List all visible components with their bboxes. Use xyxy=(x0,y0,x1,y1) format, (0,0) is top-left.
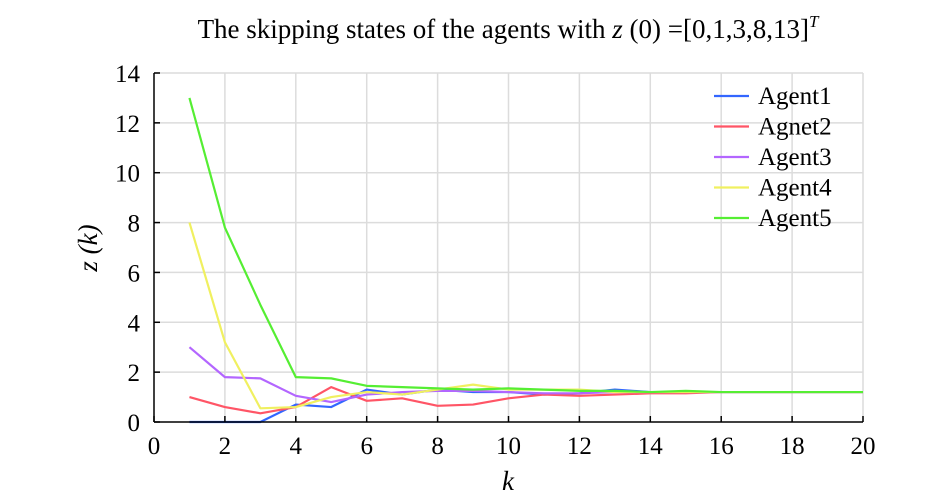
x-tick-label: 2 xyxy=(219,433,232,460)
legend-label-2: Agnet2 xyxy=(758,114,832,141)
axes xyxy=(153,72,864,423)
legend: Agent1 Agnet2 Agent3 Agent4 Agent5 xyxy=(714,83,832,232)
series-line-5 xyxy=(188,97,863,394)
y-tick-label: 6 xyxy=(128,260,141,287)
legend-label-5: Agent5 xyxy=(758,205,832,232)
legend-label-4: Agent4 xyxy=(758,175,832,202)
y-tick-label: 8 xyxy=(128,211,141,238)
y-tick-labels: 0 2 4 6 8 10 12 14 xyxy=(115,61,141,437)
series-line-1 xyxy=(189,388,863,424)
y-tick-label: 0 xyxy=(128,410,141,437)
y-tick-label: 14 xyxy=(115,61,141,88)
chart-title: The skipping states of the agents with z… xyxy=(198,12,820,44)
series-lines xyxy=(188,97,863,424)
y-tick-label: 10 xyxy=(115,161,140,188)
grid-lines xyxy=(154,72,864,422)
x-axis-label: k xyxy=(502,466,515,496)
x-tick-label: 6 xyxy=(360,433,373,460)
y-tick-label: 2 xyxy=(128,360,141,387)
x-tick-label: 14 xyxy=(638,433,664,460)
y-tick-label: 12 xyxy=(115,111,140,138)
x-tick-label: 16 xyxy=(709,433,734,460)
x-tick-label: 10 xyxy=(496,433,521,460)
x-tick-labels: 0 2 4 6 8 10 12 14 16 18 20 xyxy=(148,433,876,460)
y-axis-label: z (k) xyxy=(73,224,103,272)
x-tick-label: 0 xyxy=(148,433,161,460)
legend-label-1: Agent1 xyxy=(758,83,832,110)
x-tick-label: 20 xyxy=(851,433,876,460)
x-tick-label: 12 xyxy=(567,433,592,460)
x-tick-label: 4 xyxy=(290,433,303,460)
x-tick-label: 8 xyxy=(431,433,444,460)
legend-label-3: Agent3 xyxy=(758,144,832,171)
x-tick-label: 18 xyxy=(780,433,805,460)
series-line-4 xyxy=(188,222,863,410)
y-tick-label: 4 xyxy=(128,310,141,337)
